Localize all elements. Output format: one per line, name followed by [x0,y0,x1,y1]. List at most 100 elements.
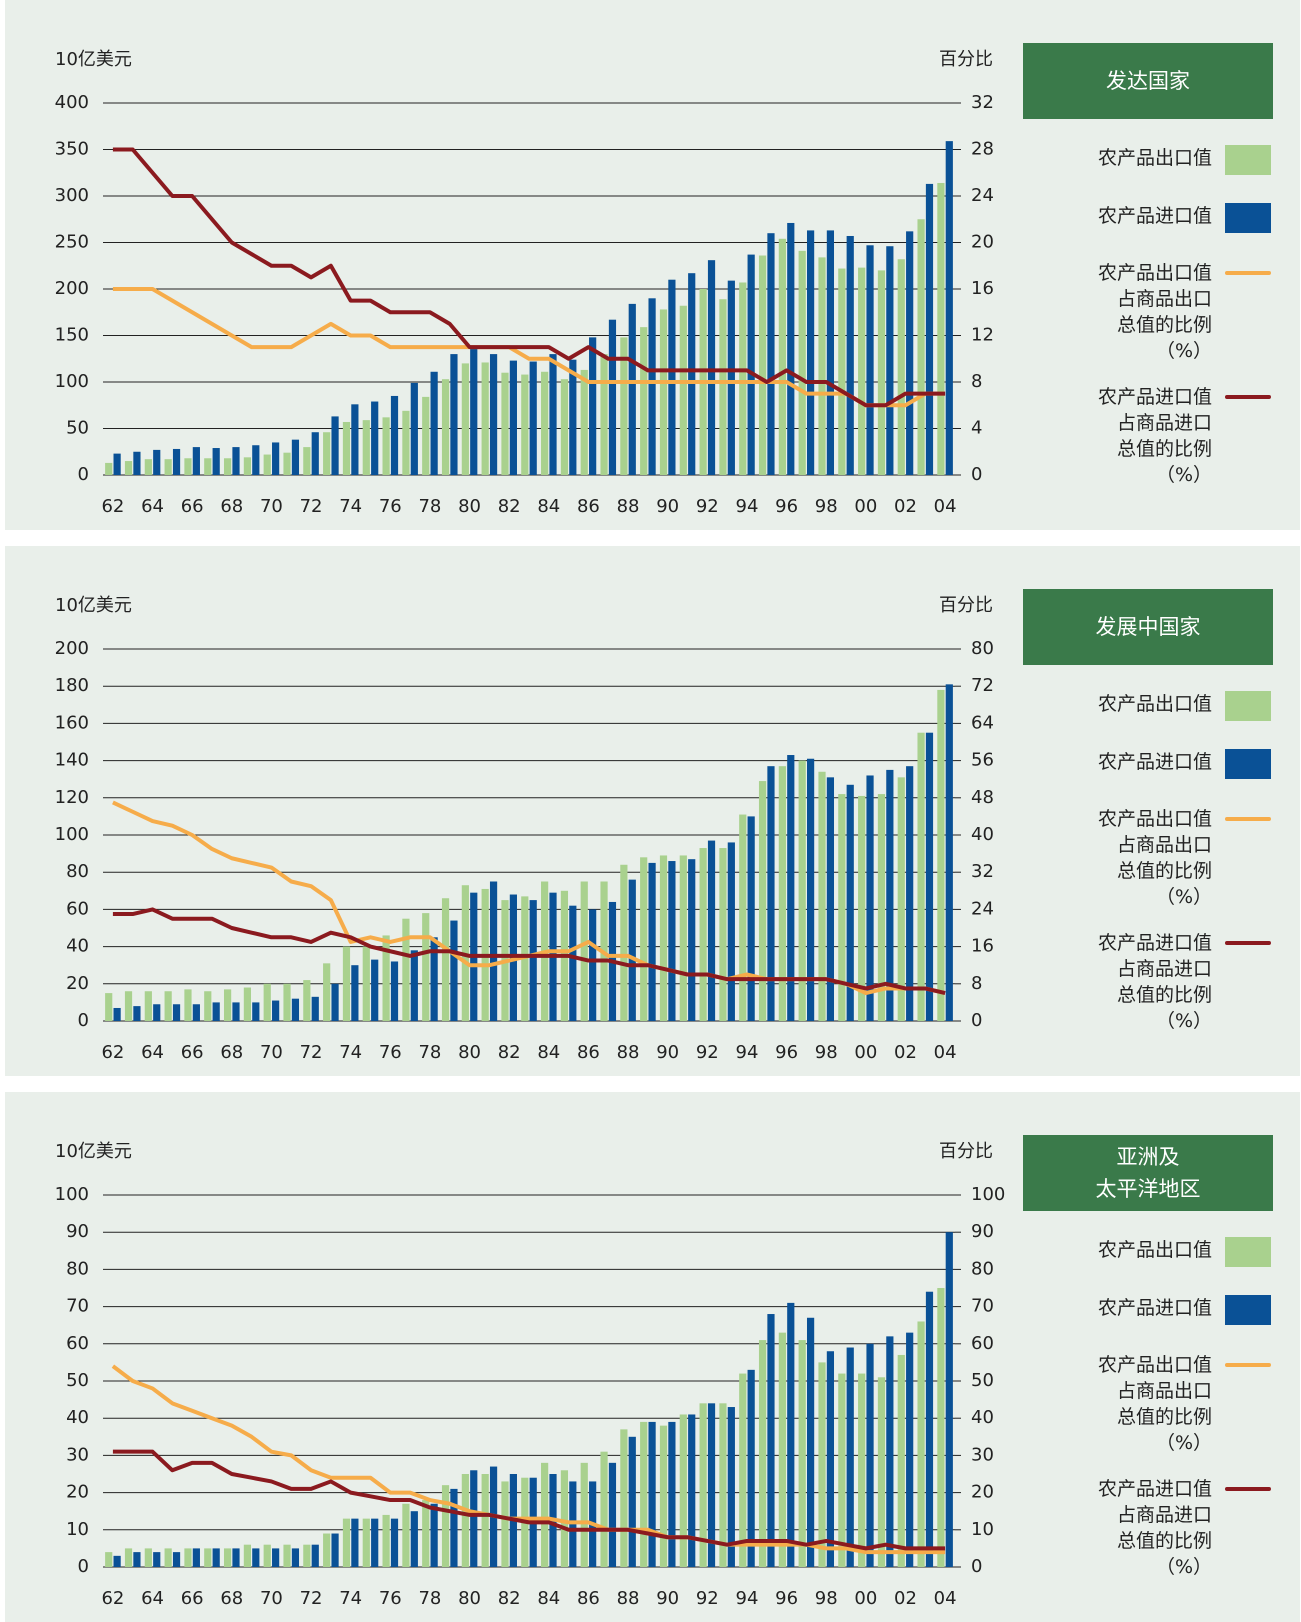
bar [668,861,676,1021]
bar [192,447,200,475]
y2-tick-label: 90 [971,1221,994,1242]
line [112,287,946,408]
x-tick-label: 88 [617,1042,640,1063]
x-tick-label: 80 [458,1042,481,1063]
bar [489,881,498,1021]
bar [600,1451,608,1567]
bar [390,961,399,1021]
bar [668,279,676,475]
x-tick-label: 92 [696,1588,719,1609]
x-tick-label: 84 [537,1588,560,1609]
y-tick-label: 10 [66,1519,89,1540]
bar [787,222,795,475]
legend-label: 农产品进口值 [1097,1297,1212,1319]
y2-tick-label: 80 [971,1258,994,1279]
bar [521,374,529,475]
chart-panel: 10亿美元 百分比 0 10 20 30 40 50 60 70 80 90 100 0 10 20 30 40 5… [5,1092,1300,1622]
bar [331,983,339,1021]
y-tick-label: 60 [66,898,89,919]
x-tick-label: 02 [894,1042,917,1063]
x-tick-label: 70 [260,1042,283,1063]
chart: 10亿美元 百分比 0 10 20 30 40 50 60 70 80 90 100 0 10 20 30 40 5… [55,1141,1006,1609]
bar [925,732,934,1021]
bar [323,1533,331,1567]
x-tick-label: 80 [458,496,481,517]
bar [787,755,795,1021]
bar [243,457,252,475]
y-tick-label: 20 [66,973,89,994]
x-tick-label: 02 [894,1588,917,1609]
y-tick-label: 150 [55,325,89,346]
bar [798,250,806,475]
y2-tick-label: 16 [971,936,994,957]
y2-tick-label: 40 [971,824,994,845]
x-tick-label: 64 [141,496,164,517]
bar [886,246,894,475]
bar [133,451,141,475]
bar [818,1362,826,1567]
y-tick-label: 300 [55,185,89,206]
bar [252,445,260,475]
bar [303,1544,311,1567]
bar [806,758,815,1021]
bar [105,1552,113,1567]
bar [778,766,786,1021]
x-tick-label: 88 [617,1588,640,1609]
bar [430,937,438,1021]
bar [291,1548,300,1567]
x-tick-label: 94 [736,496,759,517]
y2-tick-label: 8 [971,371,982,392]
chart: 10亿美元 百分比02040608010012014016018020008162… [55,595,994,1063]
y2-axis-label: 百分比 [939,595,993,616]
bar [124,1548,133,1567]
bar [580,1462,588,1567]
y-tick-label: 90 [66,1221,89,1242]
y2-tick-label: 72 [971,675,994,696]
legend-label: 农产品出口值 占商品出口 总值的比例 （%） [1097,1354,1212,1454]
bar [450,920,458,1021]
bar [560,1470,569,1567]
bar [886,769,894,1021]
bar [272,1000,280,1021]
bar [541,1462,549,1567]
bar [906,766,914,1021]
x-tick-label: 70 [260,496,283,517]
legend-swatch [1225,691,1271,721]
bar [461,363,469,475]
bar [153,449,161,475]
legend-swatch [1225,749,1271,779]
bar [608,1462,617,1567]
bar [263,983,271,1021]
bar [402,918,410,1021]
x-tick-label: 96 [775,496,798,517]
bar [838,1373,846,1567]
legend-swatch [1225,203,1271,233]
y2-tick-label: 24 [971,898,994,919]
bar [818,771,826,1021]
bar [263,454,271,475]
bar [826,1351,835,1567]
bar [232,447,240,475]
y-tick-label: 20 [66,1482,89,1503]
bar [747,1369,755,1567]
x-tick-label: 88 [617,496,640,517]
y2-tick-label: 32 [971,92,994,113]
bar [560,379,569,475]
bar [272,442,280,475]
bar [382,417,390,475]
legend-label: 农产品出口值 占商品出口 总值的比例 （%） [1097,262,1212,362]
y2-tick-label: 20 [971,1482,994,1503]
bar [283,452,291,475]
x-tick-label: 00 [854,1588,877,1609]
y-tick-label: 60 [66,1333,89,1354]
bar [747,254,755,475]
y2-axis-label: 百分比 [939,49,993,70]
line [112,907,946,996]
bar [897,259,905,475]
bar [124,991,133,1021]
bar [172,448,181,475]
bar [739,814,747,1021]
bar [549,354,557,475]
x-tick-label: 98 [815,1588,838,1609]
